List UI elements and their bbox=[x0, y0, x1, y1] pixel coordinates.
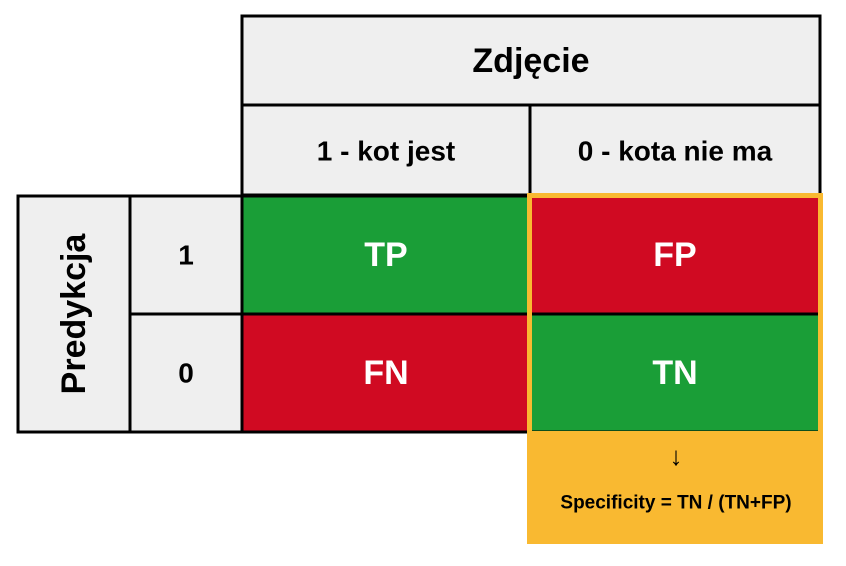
column-header bbox=[528, 103, 822, 197]
cell-label: TN bbox=[652, 354, 697, 392]
highlight-box bbox=[527, 434, 823, 544]
row-label: 0 bbox=[178, 358, 194, 389]
header-title: Zdjęcie bbox=[472, 42, 589, 80]
cell-label: TP bbox=[364, 236, 407, 274]
formula: Specificity = TN / (TN+FP) bbox=[560, 493, 791, 514]
cell-label: FP bbox=[653, 236, 696, 274]
arrow: ↓ bbox=[670, 441, 683, 471]
row-header-label: Predykcja bbox=[55, 233, 93, 395]
header-cell bbox=[240, 14, 822, 107]
cell-label: FN bbox=[363, 354, 408, 392]
highlight-border bbox=[527, 193, 823, 436]
fn-cell bbox=[240, 312, 532, 434]
column-label: 1 - kot jest bbox=[317, 136, 455, 167]
tn-cell bbox=[528, 312, 822, 434]
row-label-cell bbox=[128, 312, 244, 434]
column-label: 0 - kota nie ma bbox=[578, 136, 773, 167]
column-header bbox=[240, 103, 532, 197]
row-label: 1 bbox=[178, 240, 194, 271]
